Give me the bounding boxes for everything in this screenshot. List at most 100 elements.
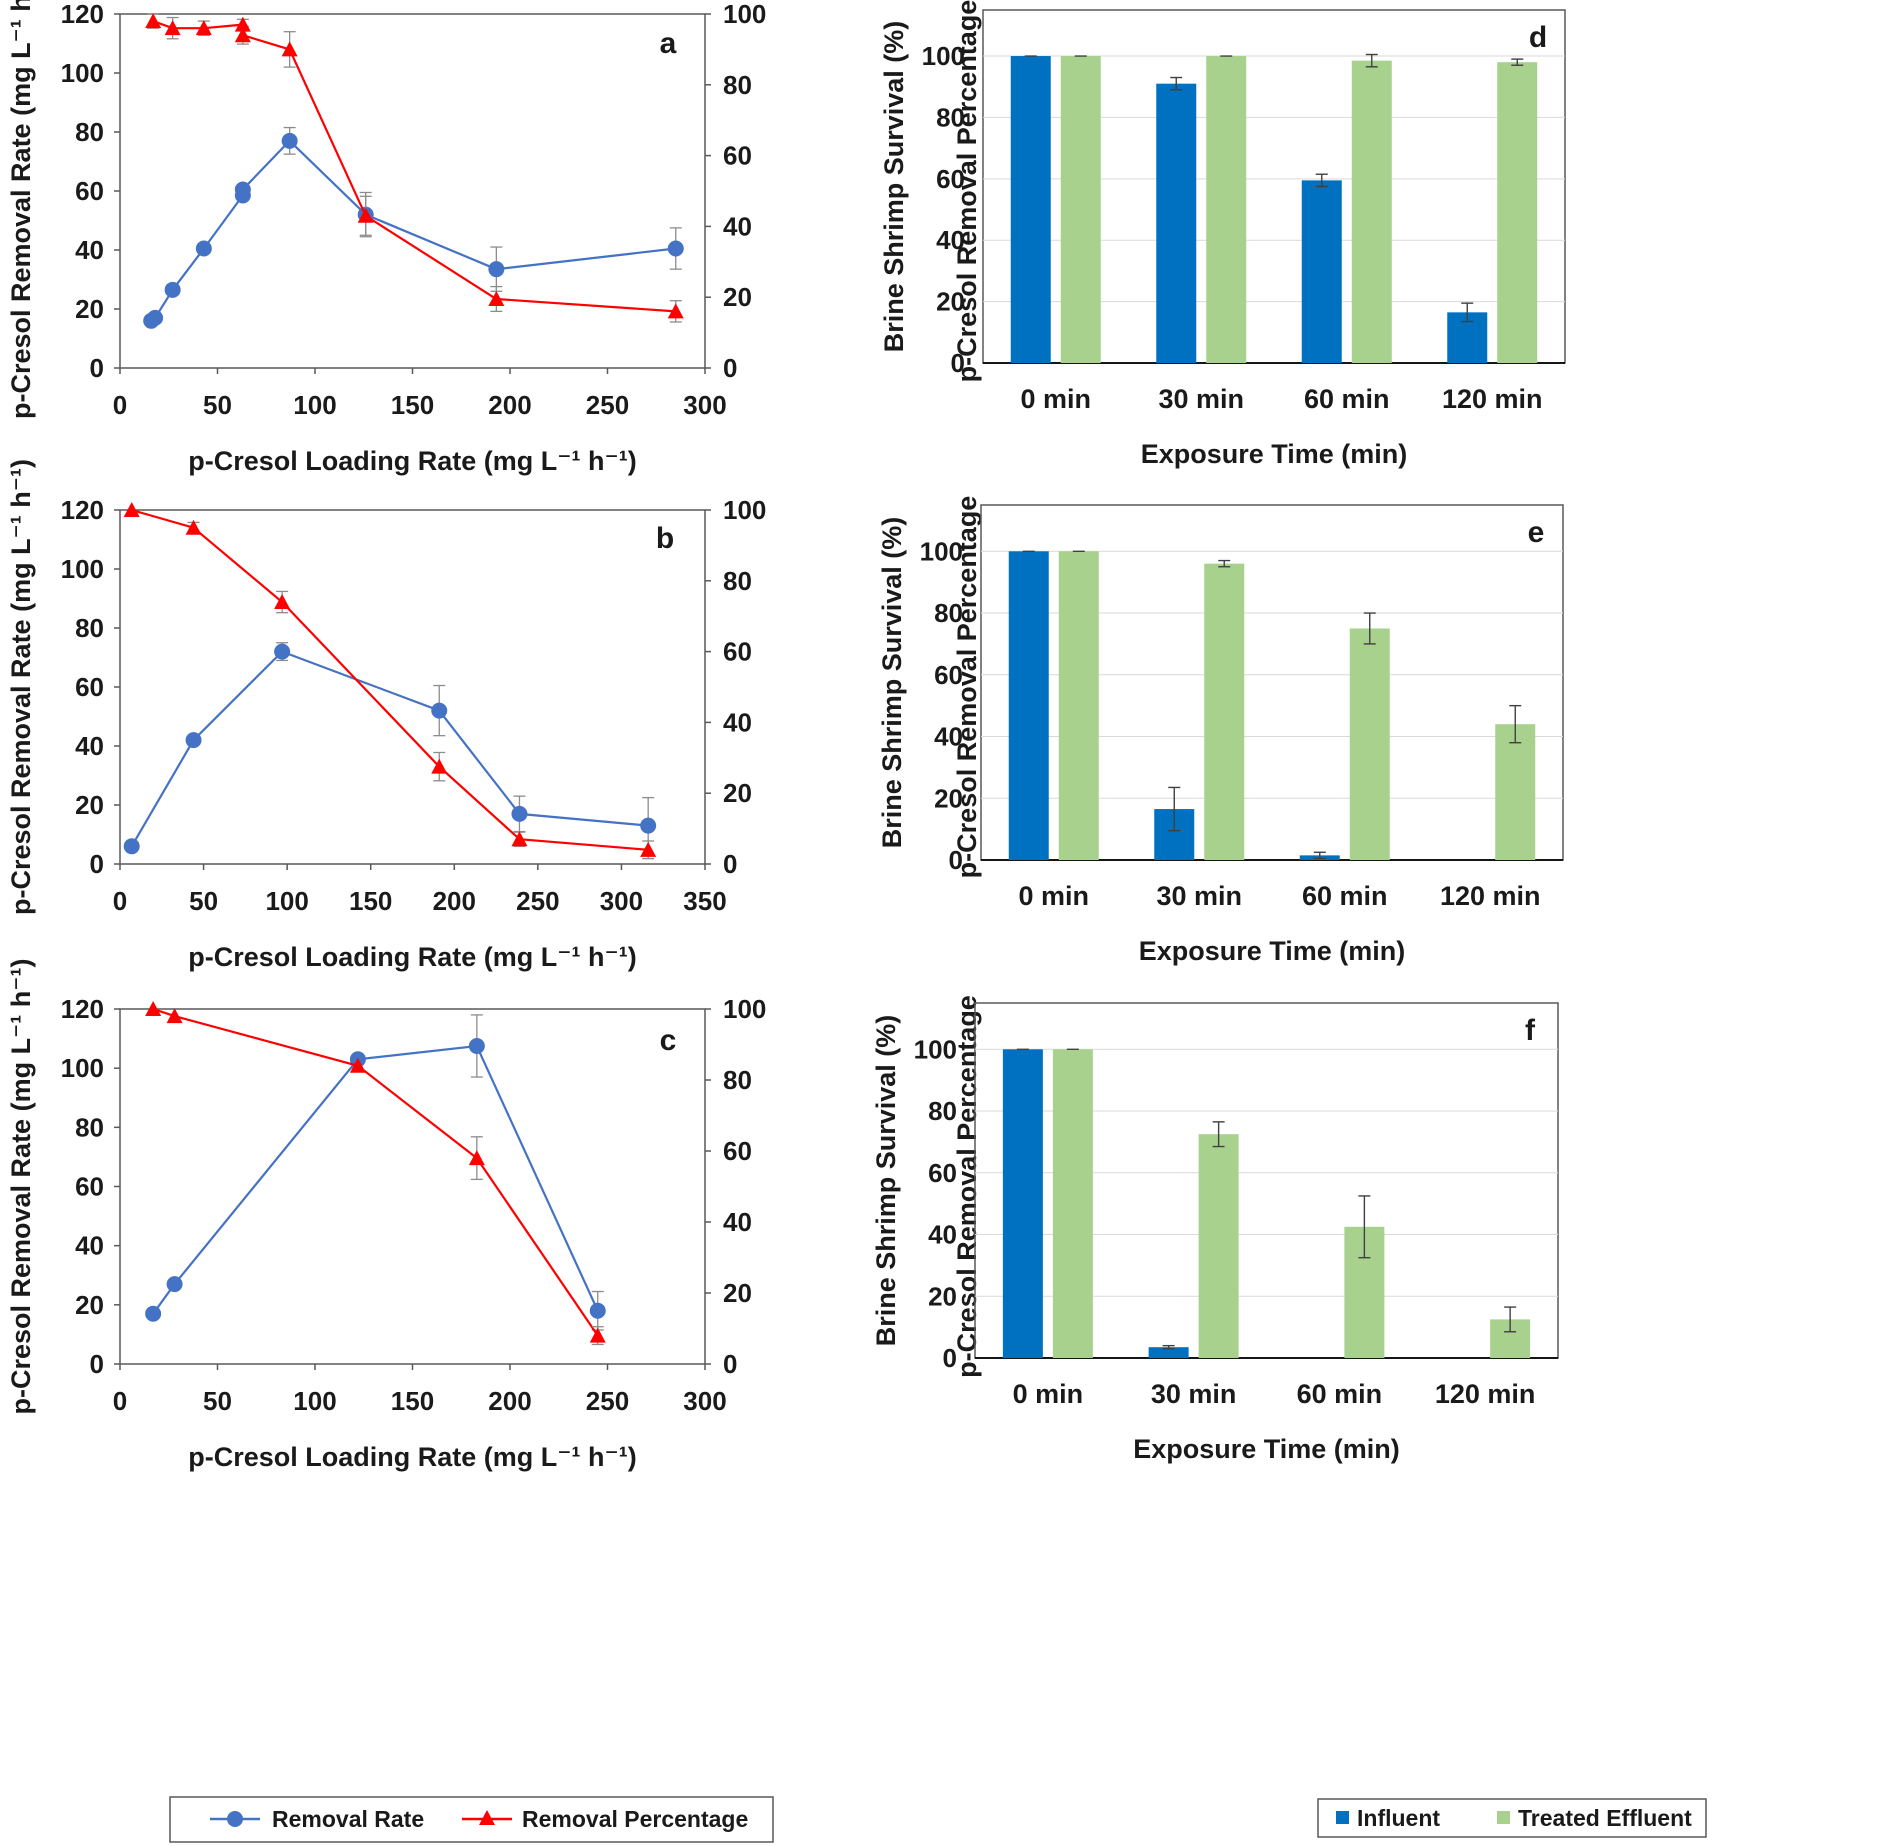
series-removal-percentage	[145, 13, 684, 323]
x-axis-title: p-Cresol Loading Rate (mg L⁻¹ h⁻¹)	[188, 942, 636, 972]
series-removal-percentage	[145, 1001, 606, 1346]
y-tick-label: 60	[934, 660, 963, 690]
line-chart-panel-c: 0 50 100 150 200 250 3000204060801001200204060…	[6, 958, 982, 1472]
x-tick-label: 150	[391, 1386, 434, 1416]
data-point-removal-percentage	[667, 303, 684, 319]
y2-axis-title: p-Cresol Removal Percentage	[952, 995, 982, 1378]
bar-influent	[1008, 551, 1049, 860]
legend-influent-label: Influent	[1357, 1805, 1440, 1831]
x-category-label: 30 min	[1151, 1379, 1237, 1409]
data-point-removal-percentage	[164, 20, 181, 36]
x-tick-label: 0	[113, 886, 127, 916]
y2-tick-label: 60	[723, 141, 752, 171]
error-bar-treated-effluent	[1218, 559, 1231, 568]
data-point-removal-percentage	[488, 290, 505, 306]
x-tick-label: 300	[683, 390, 726, 420]
bar-treated-effluent	[1058, 551, 1099, 860]
y-tick-label: 80	[75, 1112, 104, 1142]
y-axis-title: p-Cresol Removal Rate (mg L⁻¹ h⁻¹)	[6, 958, 36, 1414]
line-chart-panel-a: 0 50 100 150 200 250 3000204060801001200204060…	[6, 0, 982, 476]
x-tick-label: 250	[586, 390, 629, 420]
panel-letter: e	[1528, 516, 1545, 549]
error-bar-treated-effluent	[1509, 704, 1522, 744]
x-category-label: 60 min	[1302, 881, 1388, 911]
x-tick-label: 50	[189, 886, 218, 916]
y2-tick-label: 0	[723, 353, 737, 383]
x-axis-title: p-Cresol Loading Rate (mg L⁻¹ h⁻¹)	[188, 1442, 636, 1472]
y-tick-label: 0	[943, 1343, 957, 1373]
legend-influent-swatch	[1336, 1811, 1349, 1824]
data-point-removal-percentage	[145, 1001, 162, 1016]
data-point-removal-percentage	[349, 1057, 366, 1073]
y-tick-label: 20	[934, 783, 963, 813]
data-point-removal-rate	[431, 702, 448, 719]
data-point-removal-percentage	[166, 1008, 183, 1024]
data-point-removal-rate	[640, 817, 657, 834]
y-tick-label: 80	[936, 102, 965, 132]
x-category-label: 60 min	[1304, 384, 1390, 414]
bar-treated-effluent	[1351, 60, 1392, 363]
error-bar-influent	[1170, 76, 1183, 91]
data-point-removal-rate	[488, 261, 505, 278]
y-tick-label: 120	[61, 495, 104, 525]
series-removal-rate	[145, 1014, 606, 1331]
y-tick-label: 20	[75, 294, 104, 324]
x-tick-label: 150	[391, 390, 434, 420]
legend-removal-rate-label: Removal Rate	[272, 1806, 424, 1832]
x-axis-title: p-Cresol Loading Rate (mg L⁻¹ h⁻¹)	[188, 446, 636, 476]
bar-treated-effluent	[1204, 563, 1245, 860]
series-removal-percentage	[123, 502, 657, 860]
error-bar-influent	[1168, 786, 1181, 832]
bar-chart-panel-e: 0 20 40 60 80 100 0 min 30 min 60 min 120 min Expo…	[877, 504, 1564, 966]
x-tick-label: 300	[683, 1386, 726, 1416]
y-tick-label: 0	[90, 1349, 104, 1379]
bar-treated-effluent	[1349, 628, 1390, 860]
y-tick-label: 20	[936, 287, 965, 317]
x-tick-label: 100	[293, 1386, 336, 1416]
y-tick-label: 60	[75, 176, 104, 206]
legend-treated-effluent-swatch	[1497, 1811, 1510, 1824]
error-bar-influent	[1315, 173, 1328, 188]
data-point-removal-rate	[185, 732, 202, 749]
y2-tick-label: 0	[723, 1349, 737, 1379]
y-axis-title: Brine Shrimp Survival (%)	[879, 21, 909, 353]
data-point-removal-rate	[145, 1305, 162, 1322]
y-tick-label: 0	[949, 845, 963, 875]
error-bar-treated-effluent	[1363, 612, 1376, 645]
data-point-removal-rate	[274, 643, 291, 660]
legend-removal-percentage-label: Removal Percentage	[522, 1806, 748, 1832]
data-point-removal-percentage	[281, 41, 298, 57]
y-tick-label: 40	[75, 235, 104, 265]
x-tick-label: 250	[516, 886, 559, 916]
data-point-removal-percentage	[123, 502, 140, 517]
y-tick-label: 20	[75, 1290, 104, 1320]
y-tick-label: 100	[922, 41, 965, 71]
data-point-removal-percentage	[185, 519, 202, 535]
plot-area-frame	[119, 509, 706, 865]
y-tick-label: 80	[75, 117, 104, 147]
error-bar-treated-effluent	[1212, 1121, 1225, 1148]
panel-letter: d	[1529, 21, 1547, 54]
y2-tick-label: 60	[723, 1136, 752, 1166]
y2-tick-label: 0	[723, 849, 737, 879]
x-axis-title: Exposure Time (min)	[1133, 1434, 1400, 1464]
y-tick-label: 60	[75, 1172, 104, 1202]
legend-bar-frame	[1317, 1798, 1707, 1838]
y-tick-label: 0	[90, 849, 104, 879]
y-axis-title: p-Cresol Removal Rate (mg L⁻¹ h⁻¹)	[6, 459, 36, 915]
data-point-removal-rate	[147, 309, 164, 326]
x-tick-label: 200	[433, 886, 476, 916]
data-point-removal-percentage	[195, 20, 212, 36]
y2-tick-label: 20	[723, 282, 752, 312]
y-axis-title: p-Cresol Removal Rate (mg L⁻¹ h⁻¹)	[6, 0, 36, 419]
error-bar-treated-effluent	[1358, 1195, 1371, 1259]
x-tick-label: 250	[586, 1386, 629, 1416]
series-removal-rate	[143, 126, 684, 329]
error-bar-influent	[1313, 851, 1326, 860]
data-point-removal-rate	[195, 240, 212, 257]
x-tick-label: 200	[488, 1386, 531, 1416]
data-point-removal-percentage	[511, 831, 528, 847]
x-category-label: 120 min	[1440, 881, 1541, 911]
data-point-removal-percentage	[468, 1150, 485, 1166]
series-line-removal-rate	[150, 139, 676, 322]
